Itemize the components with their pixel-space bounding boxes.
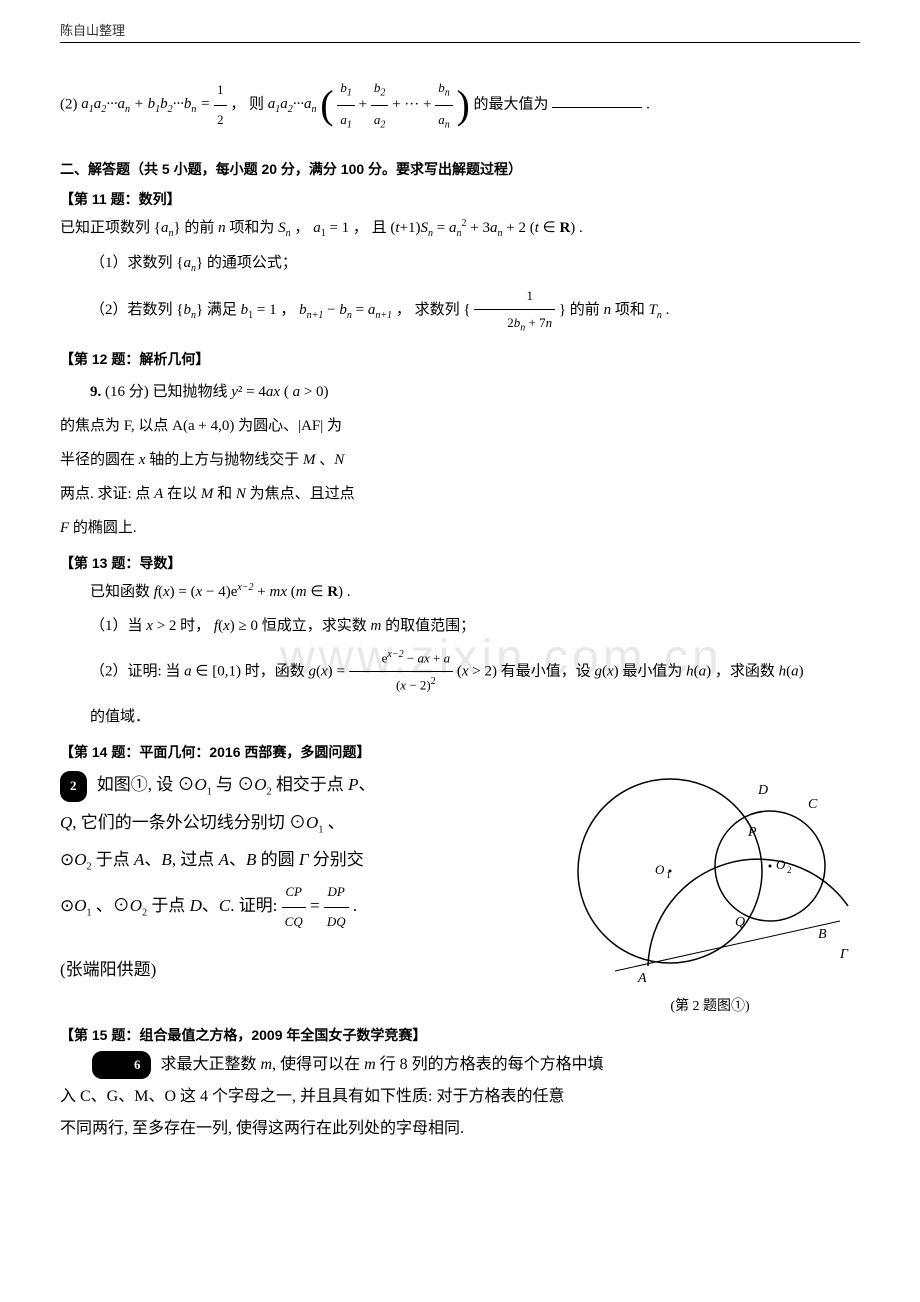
q11-line1: 已知正项数列 {an} 的前 n 项和为 Sn ， a1 = 1 ， 且 (t+… — [60, 213, 860, 244]
q14-line1: 2 如图①, 设 ⊙O1 与 ⊙O2 相交于点 P、 — [60, 766, 560, 803]
label-o2-sub: 2 — [787, 865, 792, 875]
q13-line1: 已知函数 f(x) = (x − 4)ex−2 + mx (m ∈ R) . — [60, 577, 860, 607]
q14-period: . — [353, 896, 357, 915]
q15-tag: 【第 15 题：组合最值之方格，2009 年全国女子数学竞赛】 — [60, 1025, 860, 1045]
q14-eq: = — [310, 896, 324, 915]
q13-sub2-line2: 的值域． — [60, 702, 860, 732]
q10-frac-den: 2 — [214, 106, 227, 135]
q11-tag: 【第 11 题：数列】 — [60, 189, 860, 209]
q14-f2d: DQ — [324, 908, 349, 937]
q10-suffix: 的最大值为 — [474, 96, 549, 112]
q14-tag: 【第 14 题：平面几何：2016 西部赛，多圆问题】 — [60, 742, 860, 762]
rparen-icon: ) — [456, 82, 469, 127]
q14-f1n: CP — [282, 878, 306, 908]
label-q: Q — [735, 915, 745, 930]
q12-block: 9. (16 分) 已知抛物线 y² = 4ax ( a > 0) 的焦点为 F… — [60, 377, 860, 543]
q14-text: 2 如图①, 设 ⊙O1 与 ⊙O2 相交于点 P、 Q, 它们的一条外公切线分… — [60, 766, 560, 988]
plus1: + — [359, 96, 371, 112]
q11-sub1: （1）求数列 {an} 的通项公式； — [60, 248, 860, 279]
q14-figure: O 1 O 2 A B C D P Q Γ — [560, 766, 860, 986]
q13-frac-num: ex−2 − ax + a — [349, 645, 453, 672]
q14-author: (张端阳供题) — [60, 951, 560, 988]
q13-sub1: （1）当 x > 2 时， f(x) ≥ 0 恒成立，求实数 m 的取值范围； — [60, 611, 860, 641]
q14-num-badge: 2 — [60, 771, 87, 802]
q11-frac-den: 2bn + 7n — [474, 310, 555, 339]
label-b: B — [818, 927, 827, 942]
label-gamma: Γ — [839, 947, 849, 962]
q10-blank — [552, 106, 642, 108]
lparen-icon: ( — [320, 82, 333, 127]
page-header: 陈自山整理 — [60, 20, 860, 43]
q14-f2n: DP — [324, 878, 349, 908]
dots: + ··· + — [392, 96, 435, 112]
q12-line2: 的焦点为 F, 以点 A(a + 4,0) 为圆心、|AF| 为 — [60, 411, 860, 441]
q11-sub2: （2）若数列 {bn} 满足 b1 = 1 ， bn+1 − bn = an+1… — [60, 283, 860, 339]
tangent-line — [615, 921, 840, 971]
q14-line3: ⊙O2 于点 A、B, 过点 A、B 的圆 Γ 分别交 — [60, 841, 560, 878]
q10-term1: b1 a1 — [337, 74, 355, 136]
q15-line1: 6 求最大正整数 m, 使得可以在 m 行 8 列的方格表的每个方格中填 — [60, 1049, 860, 1081]
label-c: C — [808, 797, 818, 812]
q12-line5: F 的椭圆上. — [60, 513, 860, 543]
label-o2: O — [776, 857, 786, 872]
q10-frac-num: 1 — [214, 76, 227, 106]
q14-line2: Q, 它们的一条外公切线分别切 ⊙O1 、 — [60, 804, 560, 841]
q12-line1: 9. (16 分) 已知抛物线 y² = 4ax ( a > 0) — [60, 377, 860, 407]
q10-middle: ， 则 a1a2···an — [230, 96, 316, 112]
q11-sub2-frac: 1 2bn + 7n — [474, 283, 555, 339]
label-d: D — [757, 783, 768, 798]
section2-header: 二、解答题（共 5 小题，每小题 20 分，满分 100 分。要求写出解题过程） — [60, 159, 860, 179]
label-p: P — [747, 825, 757, 840]
q13-tag: 【第 13 题：导数】 — [60, 553, 860, 573]
q13-frac-den: (x − 2)2 — [349, 672, 453, 698]
q10-part2: (2) a1a2···an + b1b2···bn = 1 2 ， 则 a1a2… — [60, 61, 860, 149]
q14-figure-container: O 1 O 2 A B C D P Q Γ (第 2 题图①) — [560, 766, 860, 1015]
q15-line2: 入 C、G、M、O 这 4 个字母之一, 并且具有如下性质: 对于方格表的任意 — [60, 1081, 860, 1113]
q10-frac: 1 2 — [214, 76, 227, 134]
q12-line3: 半径的圆在 x 轴的上方与抛物线交于 M 、N — [60, 445, 860, 475]
q14-row: 2 如图①, 设 ⊙O1 与 ⊙O2 相交于点 P、 Q, 它们的一条外公切线分… — [60, 766, 860, 1015]
q14-frac1: CP CQ — [282, 878, 306, 936]
q10-termn: bn an — [435, 74, 453, 136]
q12-tag: 【第 12 题：解析几何】 — [60, 349, 860, 369]
q15-num-badge: 6 — [92, 1051, 151, 1079]
q10-prefix: (2) — [60, 96, 81, 112]
q10-eq-left: a1a2···an + b1b2···bn = — [81, 96, 214, 112]
point-o2 — [769, 865, 772, 868]
q10-period: . — [646, 96, 650, 112]
q14-caption: (第 2 题图①) — [560, 995, 860, 1015]
label-o1-sub: 1 — [666, 870, 671, 880]
q14-frac2: DP DQ — [324, 878, 349, 936]
q14-f1d: CQ — [282, 908, 306, 937]
q10-term2: b2 a2 — [371, 74, 389, 136]
label-o1: O — [655, 862, 665, 877]
q13-sub2: （2）证明: 当 a ∈ [0,1) 时，函数 g(x) = ex−2 − ax… — [60, 645, 860, 699]
q15-line3: 不同两行, 至多存在一列, 使得这两行在此列处的字母相同. — [60, 1113, 860, 1145]
q11-frac-num: 1 — [474, 283, 555, 310]
q14-line4: ⊙O1 、⊙O2 于点 D、C. 证明: CP CQ = DP DQ . — [60, 878, 560, 936]
q13-frac: ex−2 − ax + a (x − 2)2 — [349, 645, 453, 699]
label-a: A — [637, 971, 647, 986]
circle-gamma — [648, 859, 848, 966]
q15-block: 6 求最大正整数 m, 使得可以在 m 行 8 列的方格表的每个方格中填 入 C… — [60, 1049, 860, 1145]
q12-line4: 两点. 求证: 点 A 在以 M 和 N 为焦点、且过点 — [60, 479, 860, 509]
